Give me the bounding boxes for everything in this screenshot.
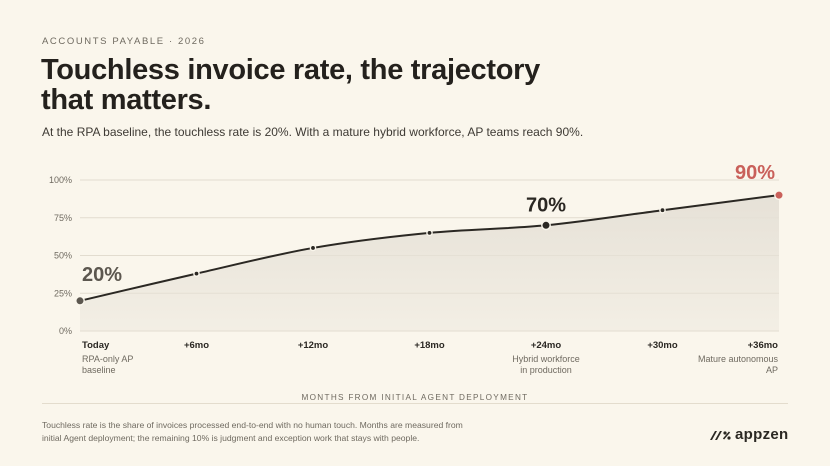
data-point xyxy=(193,270,200,277)
appzen-mark-icon xyxy=(710,430,731,440)
x-sublabel: baseline xyxy=(82,365,116,375)
data-label: 90% xyxy=(735,162,775,184)
logo-text: appzen xyxy=(735,426,789,443)
x-tick-label: +36mo xyxy=(748,340,779,351)
data-label: 20% xyxy=(82,264,122,286)
data-point xyxy=(309,244,317,252)
x-sublabel: Mature autonomous xyxy=(698,354,779,364)
x-sublabel: RPA-only AP xyxy=(82,354,133,364)
data-point xyxy=(659,206,666,214)
y-tick-label: 25% xyxy=(54,288,72,298)
footer-divider xyxy=(42,403,788,404)
x-tick-label: +18mo xyxy=(414,340,445,351)
data-point xyxy=(774,190,784,201)
page-subtitle: At the RPA baseline, the touchless rate … xyxy=(42,125,584,139)
x-tick-label: +30mo xyxy=(647,340,678,351)
y-tick-label: 0% xyxy=(59,326,72,336)
footnote: Touchless rate is the share of invoices … xyxy=(42,420,463,443)
y-tick-label: 100% xyxy=(49,175,72,185)
data-point xyxy=(541,220,551,231)
x-axis-label: MONTHS FROM INITIAL AGENT DEPLOYMENT xyxy=(302,393,529,402)
x-tick-label: +6mo xyxy=(184,340,209,351)
x-sublabel: AP xyxy=(766,365,778,375)
y-tick-label: 75% xyxy=(54,213,72,223)
page-title: Touchless invoice rate, the trajectory t… xyxy=(41,54,540,116)
x-tick-label: Today xyxy=(82,340,110,351)
appzen-logo: appzen xyxy=(709,426,788,443)
data-label: 70% xyxy=(526,194,566,216)
x-tick-label: +12mo xyxy=(298,340,329,351)
data-point xyxy=(75,295,85,306)
x-sublabel: in production xyxy=(520,365,572,375)
eyebrow-label: ACCOUNTS PAYABLE · 2026 xyxy=(42,36,206,47)
y-tick-label: 50% xyxy=(54,251,72,261)
x-sublabel: Hybrid workforce xyxy=(512,354,580,364)
area-fill xyxy=(80,195,779,331)
x-tick-label: +24mo xyxy=(531,340,562,351)
data-point xyxy=(426,229,433,237)
